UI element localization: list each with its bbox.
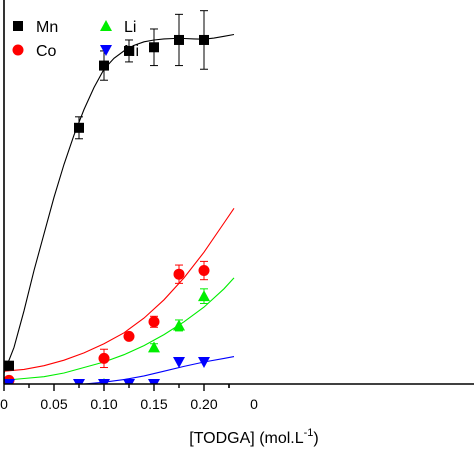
data-point-ni bbox=[123, 379, 135, 384]
legend-item-co: Co bbox=[12, 43, 57, 60]
x-tick-label: 0.10 bbox=[90, 396, 117, 412]
data-point-ni bbox=[198, 357, 210, 369]
fit-curve-mn bbox=[4, 33, 235, 374]
x-axis-title-close: ) bbox=[313, 430, 318, 447]
fit-curve-li bbox=[4, 277, 235, 381]
data-point-ni bbox=[98, 379, 110, 384]
legend: Mn Co Li Ni bbox=[12, 19, 139, 60]
data-point-mn bbox=[174, 34, 184, 45]
x-tick-label: 0 bbox=[250, 396, 258, 412]
data-point-co bbox=[173, 268, 185, 280]
legend-marker-mn bbox=[13, 21, 23, 31]
data-point-li bbox=[148, 341, 160, 353]
data-point-co bbox=[123, 330, 135, 342]
data-point-co bbox=[198, 265, 210, 277]
data-point-co bbox=[98, 352, 110, 364]
legend-marker-li bbox=[100, 20, 112, 31]
data-point-mn bbox=[199, 34, 209, 45]
data-point-ni bbox=[73, 379, 85, 384]
data-point-mn bbox=[74, 122, 84, 133]
x-tick-label: 0.05 bbox=[40, 396, 67, 412]
plot-area bbox=[4, 10, 235, 384]
legend-item-ni: Ni bbox=[100, 43, 139, 60]
data-point-li bbox=[198, 290, 210, 302]
data-point-mn bbox=[124, 45, 134, 56]
legend-item-li: Li bbox=[100, 19, 136, 36]
data-point-mn bbox=[149, 42, 159, 53]
data-point-ni bbox=[173, 357, 185, 369]
x-axis-title-sup: -1 bbox=[304, 427, 314, 439]
data-point-ni bbox=[148, 379, 160, 384]
legend-marker-ni bbox=[100, 45, 112, 56]
x-tick-label: 0 bbox=[0, 396, 8, 412]
plot-inner bbox=[4, 10, 235, 384]
data-point-co bbox=[148, 316, 160, 328]
legend-item-mn: Mn bbox=[13, 19, 58, 36]
series-ni bbox=[4, 357, 210, 384]
data-point-li bbox=[173, 319, 185, 331]
legend-label-li: Li bbox=[124, 19, 136, 36]
legend-marker-co bbox=[12, 44, 24, 56]
legend-label-ni: Ni bbox=[124, 43, 139, 60]
series-mn bbox=[4, 10, 209, 371]
x-axis: 0 0.05 0.10 0.15 0.20 0 bbox=[0, 0, 474, 412]
x-axis-title-main: [TODGA] (mol.L bbox=[189, 430, 303, 447]
data-point-mn bbox=[4, 360, 14, 371]
data-point-mn bbox=[99, 60, 109, 71]
legend-label-mn: Mn bbox=[36, 19, 58, 36]
x-tick-label: 0.20 bbox=[190, 396, 217, 412]
x-axis-title: [TODGA] (mol.L-1) bbox=[189, 427, 319, 447]
data-point-ni bbox=[4, 379, 15, 384]
legend-label-co: Co bbox=[36, 43, 57, 60]
x-tick-label: 0.15 bbox=[140, 396, 167, 412]
fit-curve-ni bbox=[4, 356, 235, 384]
fit-curve-co bbox=[4, 207, 235, 372]
series-li bbox=[5, 288, 210, 384]
